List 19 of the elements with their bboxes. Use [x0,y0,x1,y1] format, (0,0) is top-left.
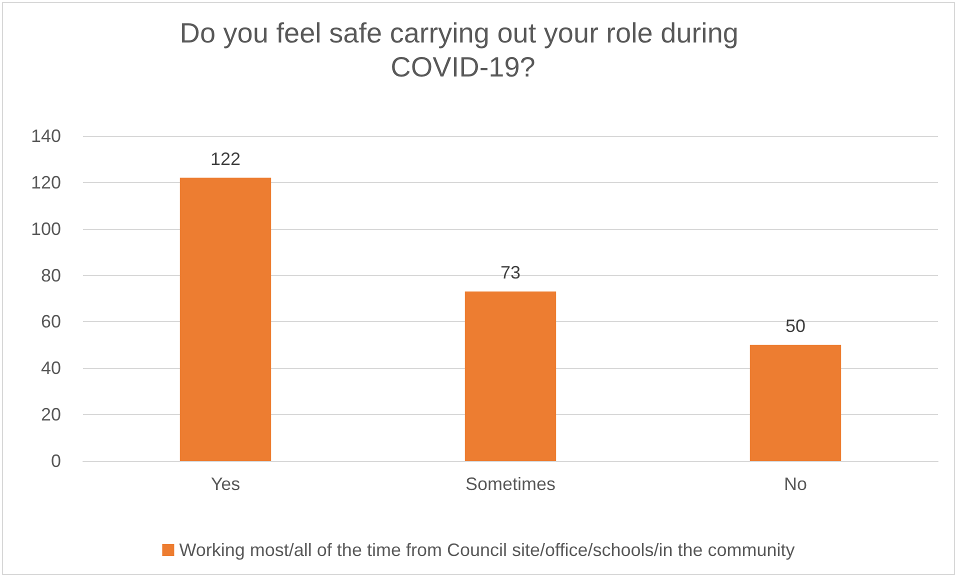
bar [750,344,842,461]
bar [180,178,272,461]
x-tick-label: Sometimes [465,474,556,494]
x-tick-label: Yes [210,474,240,494]
bar [464,292,556,461]
y-tick-label: 80 [40,265,61,286]
chart-title: Do you feel safe carrying out your role during COVID-19? [180,18,746,82]
y-tick-label: 20 [40,404,61,425]
x-tick-label: No [784,474,808,494]
y-tick-label: 100 [30,218,61,239]
data-label: 73 [500,262,521,283]
y-tick-label: 40 [40,358,61,378]
y-tick-label: 140 [30,126,61,146]
y-tick-label: 60 [40,312,61,332]
legend-label: Working most/all of the time from Council site/office/schools/in the community [179,540,795,560]
y-tick-label: 0 [50,451,61,471]
data-label: 50 [785,316,806,336]
data-label: 122 [210,148,241,169]
y-tick-label: 120 [30,172,61,192]
